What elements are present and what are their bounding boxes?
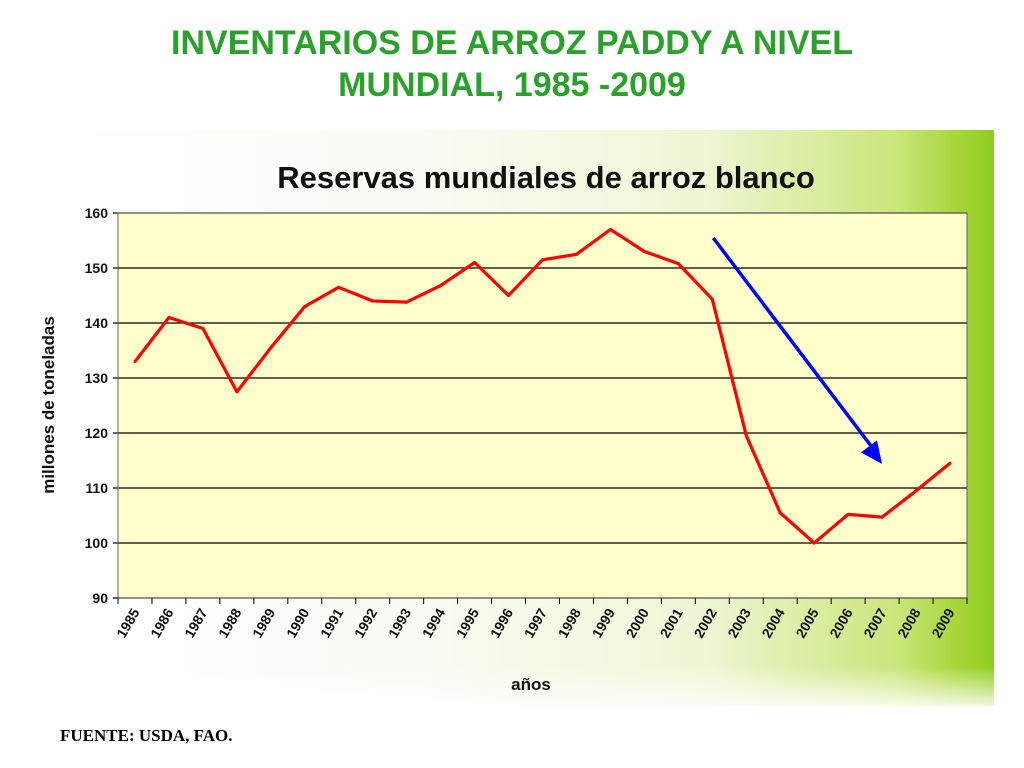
slide-title: INVENTARIOS DE ARROZ PADDY A NIVEL MUNDI…	[0, 22, 1024, 106]
y-tick-label: 100	[85, 535, 109, 551]
data-point	[574, 252, 578, 256]
y-tick-label: 110	[85, 480, 108, 496]
data-point	[948, 461, 952, 465]
x-tick-label: 1987	[181, 605, 211, 640]
data-point	[676, 262, 680, 266]
data-point	[201, 327, 205, 330]
x-tick-label: 2006	[826, 605, 856, 640]
x-tick-label: 1992	[351, 605, 381, 640]
x-tick-label: 2003	[724, 605, 754, 640]
x-tick-label: 1990	[283, 605, 313, 640]
x-tick-label: 2007	[860, 605, 890, 640]
data-point	[846, 512, 850, 516]
data-point	[235, 390, 239, 394]
trend-arrow-shaft	[711, 236, 876, 452]
x-tick-label: 2000	[623, 605, 653, 640]
data-point	[880, 515, 884, 519]
x-tick-label: 1985	[113, 605, 143, 640]
data-point	[642, 250, 646, 253]
x-tick-label: 1999	[589, 605, 619, 640]
y-axis-label: millones de toneladas	[39, 316, 58, 494]
slide-title-line2: MUNDIAL, 1985 -2009	[338, 66, 686, 104]
x-tick-label: 2008	[894, 605, 924, 640]
data-point	[914, 489, 918, 493]
y-tick-label: 150	[85, 260, 109, 276]
x-tick-label: 1998	[555, 605, 585, 640]
data-point	[371, 299, 375, 303]
x-tick-label: 1993	[385, 605, 415, 640]
x-tick-label: 2002	[690, 605, 720, 640]
data-point	[710, 297, 714, 301]
x-tick-label: 1988	[215, 605, 245, 640]
x-axis-label: años	[511, 675, 551, 694]
y-tick-label: 90	[92, 590, 108, 606]
x-tick-label: 2005	[792, 605, 822, 640]
y-tick-label: 160	[85, 205, 109, 221]
data-point	[812, 541, 816, 545]
x-tick-label: 1995	[453, 605, 483, 640]
data-point	[133, 360, 137, 363]
slide-title-line1: INVENTARIOS DE ARROZ PADDY A NIVEL	[171, 24, 853, 62]
data-point	[744, 434, 748, 438]
x-tick-label: 1989	[249, 605, 279, 640]
data-point	[507, 294, 511, 297]
data-point	[337, 285, 341, 289]
data-point	[541, 258, 544, 262]
x-tick-label: 1996	[487, 605, 517, 640]
data-point	[473, 261, 477, 264]
x-tick-label: 2001	[657, 605, 687, 640]
data-point	[778, 511, 782, 515]
plot-border	[117, 212, 968, 599]
data-point	[405, 300, 409, 304]
data-point	[269, 346, 273, 350]
trend-arrow-head	[860, 440, 883, 464]
x-tick-label: 1986	[147, 605, 177, 640]
data-point	[608, 228, 612, 231]
y-tick-label: 140	[85, 315, 109, 331]
y-tick-label: 130	[85, 370, 109, 386]
x-tick-label: 2004	[758, 605, 788, 640]
x-tick-label: 1994	[419, 605, 449, 640]
x-tick-label: 1991	[317, 605, 347, 640]
data-point	[303, 305, 307, 308]
source-note: FUENTE: USDA, FAO.	[60, 726, 233, 745]
data-point	[439, 284, 443, 288]
x-tick-label: 2009	[928, 605, 958, 640]
x-tick-label: 1997	[521, 605, 551, 640]
y-tick-label: 120	[85, 425, 109, 441]
chart-title: Reservas mundiales de arroz blanco	[277, 160, 815, 195]
data-point	[167, 316, 171, 319]
